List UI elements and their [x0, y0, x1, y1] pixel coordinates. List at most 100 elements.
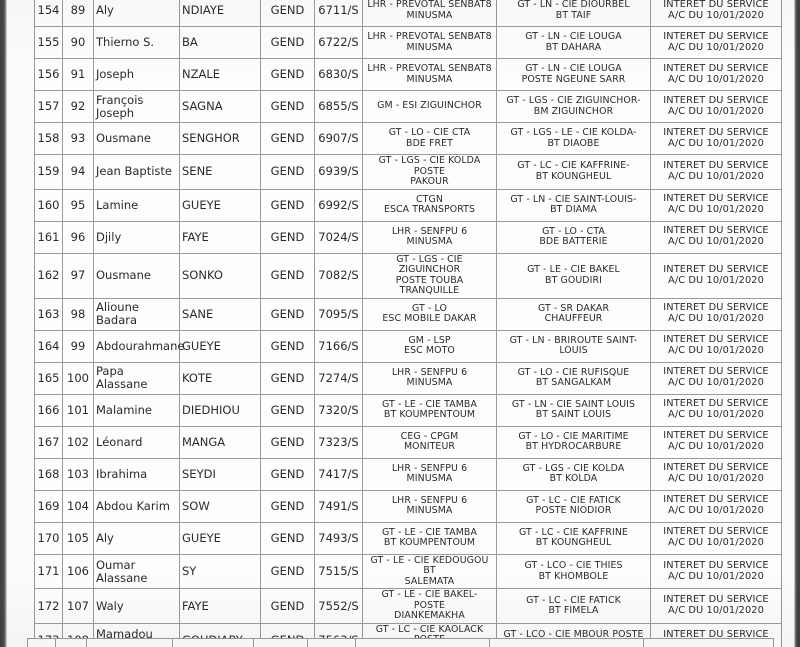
- cell-matricule: 7024/S: [314, 220, 363, 254]
- cell-destination: GT - LGS - CIE ZIGUINCHOR- BM ZIGUINCHOR: [496, 90, 651, 123]
- cell-provenance: LHR - PREVOTAL SENBAT8 MINUSMA: [362, 58, 497, 91]
- cell-ordre: 94: [62, 154, 94, 190]
- cell-destination: GT - LN - CIE DIOURBEL BT TAIF: [496, 0, 651, 27]
- cell-destination-line1: GT - LGS - CIE KOLDA: [522, 462, 625, 474]
- cell-grade: GEND: [260, 154, 315, 190]
- cell-observations-line1: INTERET DU SERVICE: [663, 494, 769, 506]
- cell-observations-line2: A/C DU 10/01/2020: [668, 473, 764, 485]
- cell-destination-line2: POSTE NIODIOR: [535, 505, 612, 517]
- cell-provenance: GT - LE - CIE BAKEL- POSTE DIANKEMAKHA: [362, 588, 497, 624]
- cell-observations-line2: A/C DU 10/01/2020: [668, 9, 764, 21]
- cell-provenance: CEG - CPGM MONITEUR: [362, 425, 497, 459]
- cell-destination: GT - LN - CIE SAINT-LOUIS- BT DIAMA: [496, 188, 651, 222]
- cell-observations-line1: INTERET DU SERVICE: [663, 126, 769, 138]
- cell-provenance-line2: ESC MOBILE DAKAR: [382, 313, 477, 325]
- cell-grade: GEND: [260, 58, 315, 91]
- cell-provenance-line1: GT - LE - CIE TAMBA: [382, 526, 477, 538]
- cell-provenance-line1: CEG - CPGM: [400, 430, 459, 442]
- cell-destination-line1: GT - LCO - CIE THIES: [524, 559, 623, 571]
- cell-grade: GEND: [260, 489, 315, 523]
- cell-prenom: Abdourahmane: [93, 329, 184, 363]
- cell-provenance: CTGN ESCA TRANSPORTS: [362, 188, 497, 222]
- cell-destination-line1: GT - LE - CIE BAKEL: [527, 264, 620, 276]
- table-row: 154 89 Aly NDIAYE GEND 6711/S LHR - PREVOTAL S…: [34, 0, 782, 27]
- cell-provenance: GT - LE - CIE TAMBA BT KOUMPENTOUM: [362, 393, 497, 427]
- cell-provenance-line1: GT - LO - CIE CTA: [388, 126, 471, 138]
- cell-provenance: GT - LGS - CIE KOLDA POSTE PAKOUR: [362, 154, 497, 190]
- cell-nom: KOTE: [179, 361, 261, 395]
- cell-observations-line2: A/C DU 10/01/2020: [668, 170, 764, 182]
- cell-provenance-line2: SALEMATA: [404, 575, 455, 587]
- cell-provenance: GM - ESI ZIGUINCHOR: [362, 90, 497, 123]
- cell-destination-line2: BT SAINT LOUIS: [535, 409, 612, 421]
- cell-observations-line1: INTERET DU SERVICE: [663, 94, 769, 106]
- cell-nom: GUEYE: [179, 521, 261, 555]
- cell-destination-line2: BT FIMELA: [548, 605, 599, 617]
- cell-prenom: Papa Alassane: [93, 361, 180, 395]
- cell-destination-line2: CHAUFFEUR: [544, 313, 603, 325]
- cell-observations-line2: A/C DU 10/01/2020: [668, 313, 764, 325]
- cell-ordre: 102: [62, 425, 94, 459]
- cell-grade: GEND: [260, 329, 315, 363]
- cell-ordre: 93: [62, 122, 94, 155]
- cell-provenance-line2: MINUSMA: [406, 505, 453, 517]
- cell-ordre: 105: [62, 521, 94, 555]
- table-row: 159 94 Jean Baptiste SENE GEND 6939/S GT - LGS…: [34, 154, 782, 190]
- cell-destination: GT - LC - CIE KAFFRINE BT KOUNGHEUL: [496, 521, 651, 555]
- cell-num: 157: [34, 90, 63, 123]
- cell-destination-line2: BT DIAOBE: [547, 137, 600, 149]
- cell-observations-line2: A/C DU 10/01/2020: [668, 537, 764, 549]
- cell-provenance-line2: ESCA TRANSPORTS: [383, 204, 476, 216]
- cell-destination-line1: GT - LC - CIE FATICK: [526, 494, 621, 506]
- cell-ordre: 92: [62, 90, 94, 123]
- table-row: 162 97 Ousmane SONKO GEND 7082/S GT - LGS - CI…: [34, 252, 782, 299]
- cell-ordre: 103: [62, 457, 94, 491]
- cell-destination: GT - LC - CIE FATICK BT FIMELA: [496, 588, 651, 624]
- table-row: 160 95 Lamine GUEYE GEND 6992/S CTGN ESCA TRANS…: [34, 188, 782, 222]
- cell-nom: MANGA: [179, 425, 261, 459]
- cell-prenom: Oumar Alassane: [93, 553, 180, 590]
- cell-prenom: Aly: [93, 0, 180, 27]
- cell-prenom: Aly: [93, 521, 180, 555]
- cell-num: 160: [34, 188, 63, 222]
- cell-provenance-line1: LHR - SENFPU 6: [391, 366, 468, 378]
- cell-ordre: 104: [62, 489, 94, 523]
- table-row: 170 105 Aly GUEYE GEND 7493/S GT - LE - CIE TA…: [34, 521, 782, 555]
- table-row: 164 99 Abdourahmane GUEYE GEND 7166/S GM - LSP…: [34, 329, 782, 363]
- cell-provenance: LHR - SENFPU 6 MINUSMA: [362, 361, 497, 395]
- cell-observations-line2: A/C DU 10/01/2020: [668, 345, 764, 357]
- cell-provenance-line1: GT - LE - CIE BAKEL- POSTE: [381, 589, 478, 611]
- cell-num: 163: [34, 297, 63, 331]
- cell-provenance: LHR - PREVOTAL SENBAT8 MINUSMA: [362, 0, 497, 27]
- cell-provenance-line1: LHR - PREVOTAL SENBAT8: [367, 0, 492, 10]
- cell-nom: SONKO: [179, 252, 261, 299]
- cell-provenance-line2: MONITEUR: [403, 441, 456, 453]
- cell-grade: GEND: [260, 188, 315, 222]
- cell-matricule: 7323/S: [314, 425, 363, 459]
- cell-prenom: Alioune Badara: [93, 297, 180, 331]
- cell-provenance-line1: GT - LO: [412, 302, 447, 314]
- cell-num: 156: [34, 58, 63, 91]
- cell-provenance-line2: DIANKEMAKHA: [394, 610, 465, 622]
- cell-destination-line1: GT - LN - CIE LOUGA: [525, 30, 622, 42]
- cell-observations-line1: INTERET DU SERVICE: [663, 0, 769, 10]
- cell-observations-line2: A/C DU 10/01/2020: [668, 105, 764, 117]
- table-row: 171 106 Oumar Alassane SY GEND 7515/S GT - LE …: [34, 553, 782, 590]
- cell-observations-line1: INTERET DU SERVICE: [663, 62, 769, 74]
- cell-ordre: 90: [62, 26, 94, 59]
- cell-observations-line1: INTERET DU SERVICE: [663, 559, 769, 571]
- cell-prenom: Ousmane: [93, 252, 180, 299]
- cell-provenance: GT - LE - CIE KEDOUGOU BT SALEMATA: [362, 553, 497, 590]
- cell-matricule: 6855/S: [314, 90, 363, 123]
- cell-ordre: 99: [62, 329, 94, 363]
- cell-provenance: GT - LGS - CIE ZIGUINCHOR POSTE TOUBA TRA…: [362, 252, 497, 299]
- cell-nom: NZALE: [179, 58, 261, 91]
- cell-provenance-line1: LHR - SENFPU 6: [391, 225, 468, 237]
